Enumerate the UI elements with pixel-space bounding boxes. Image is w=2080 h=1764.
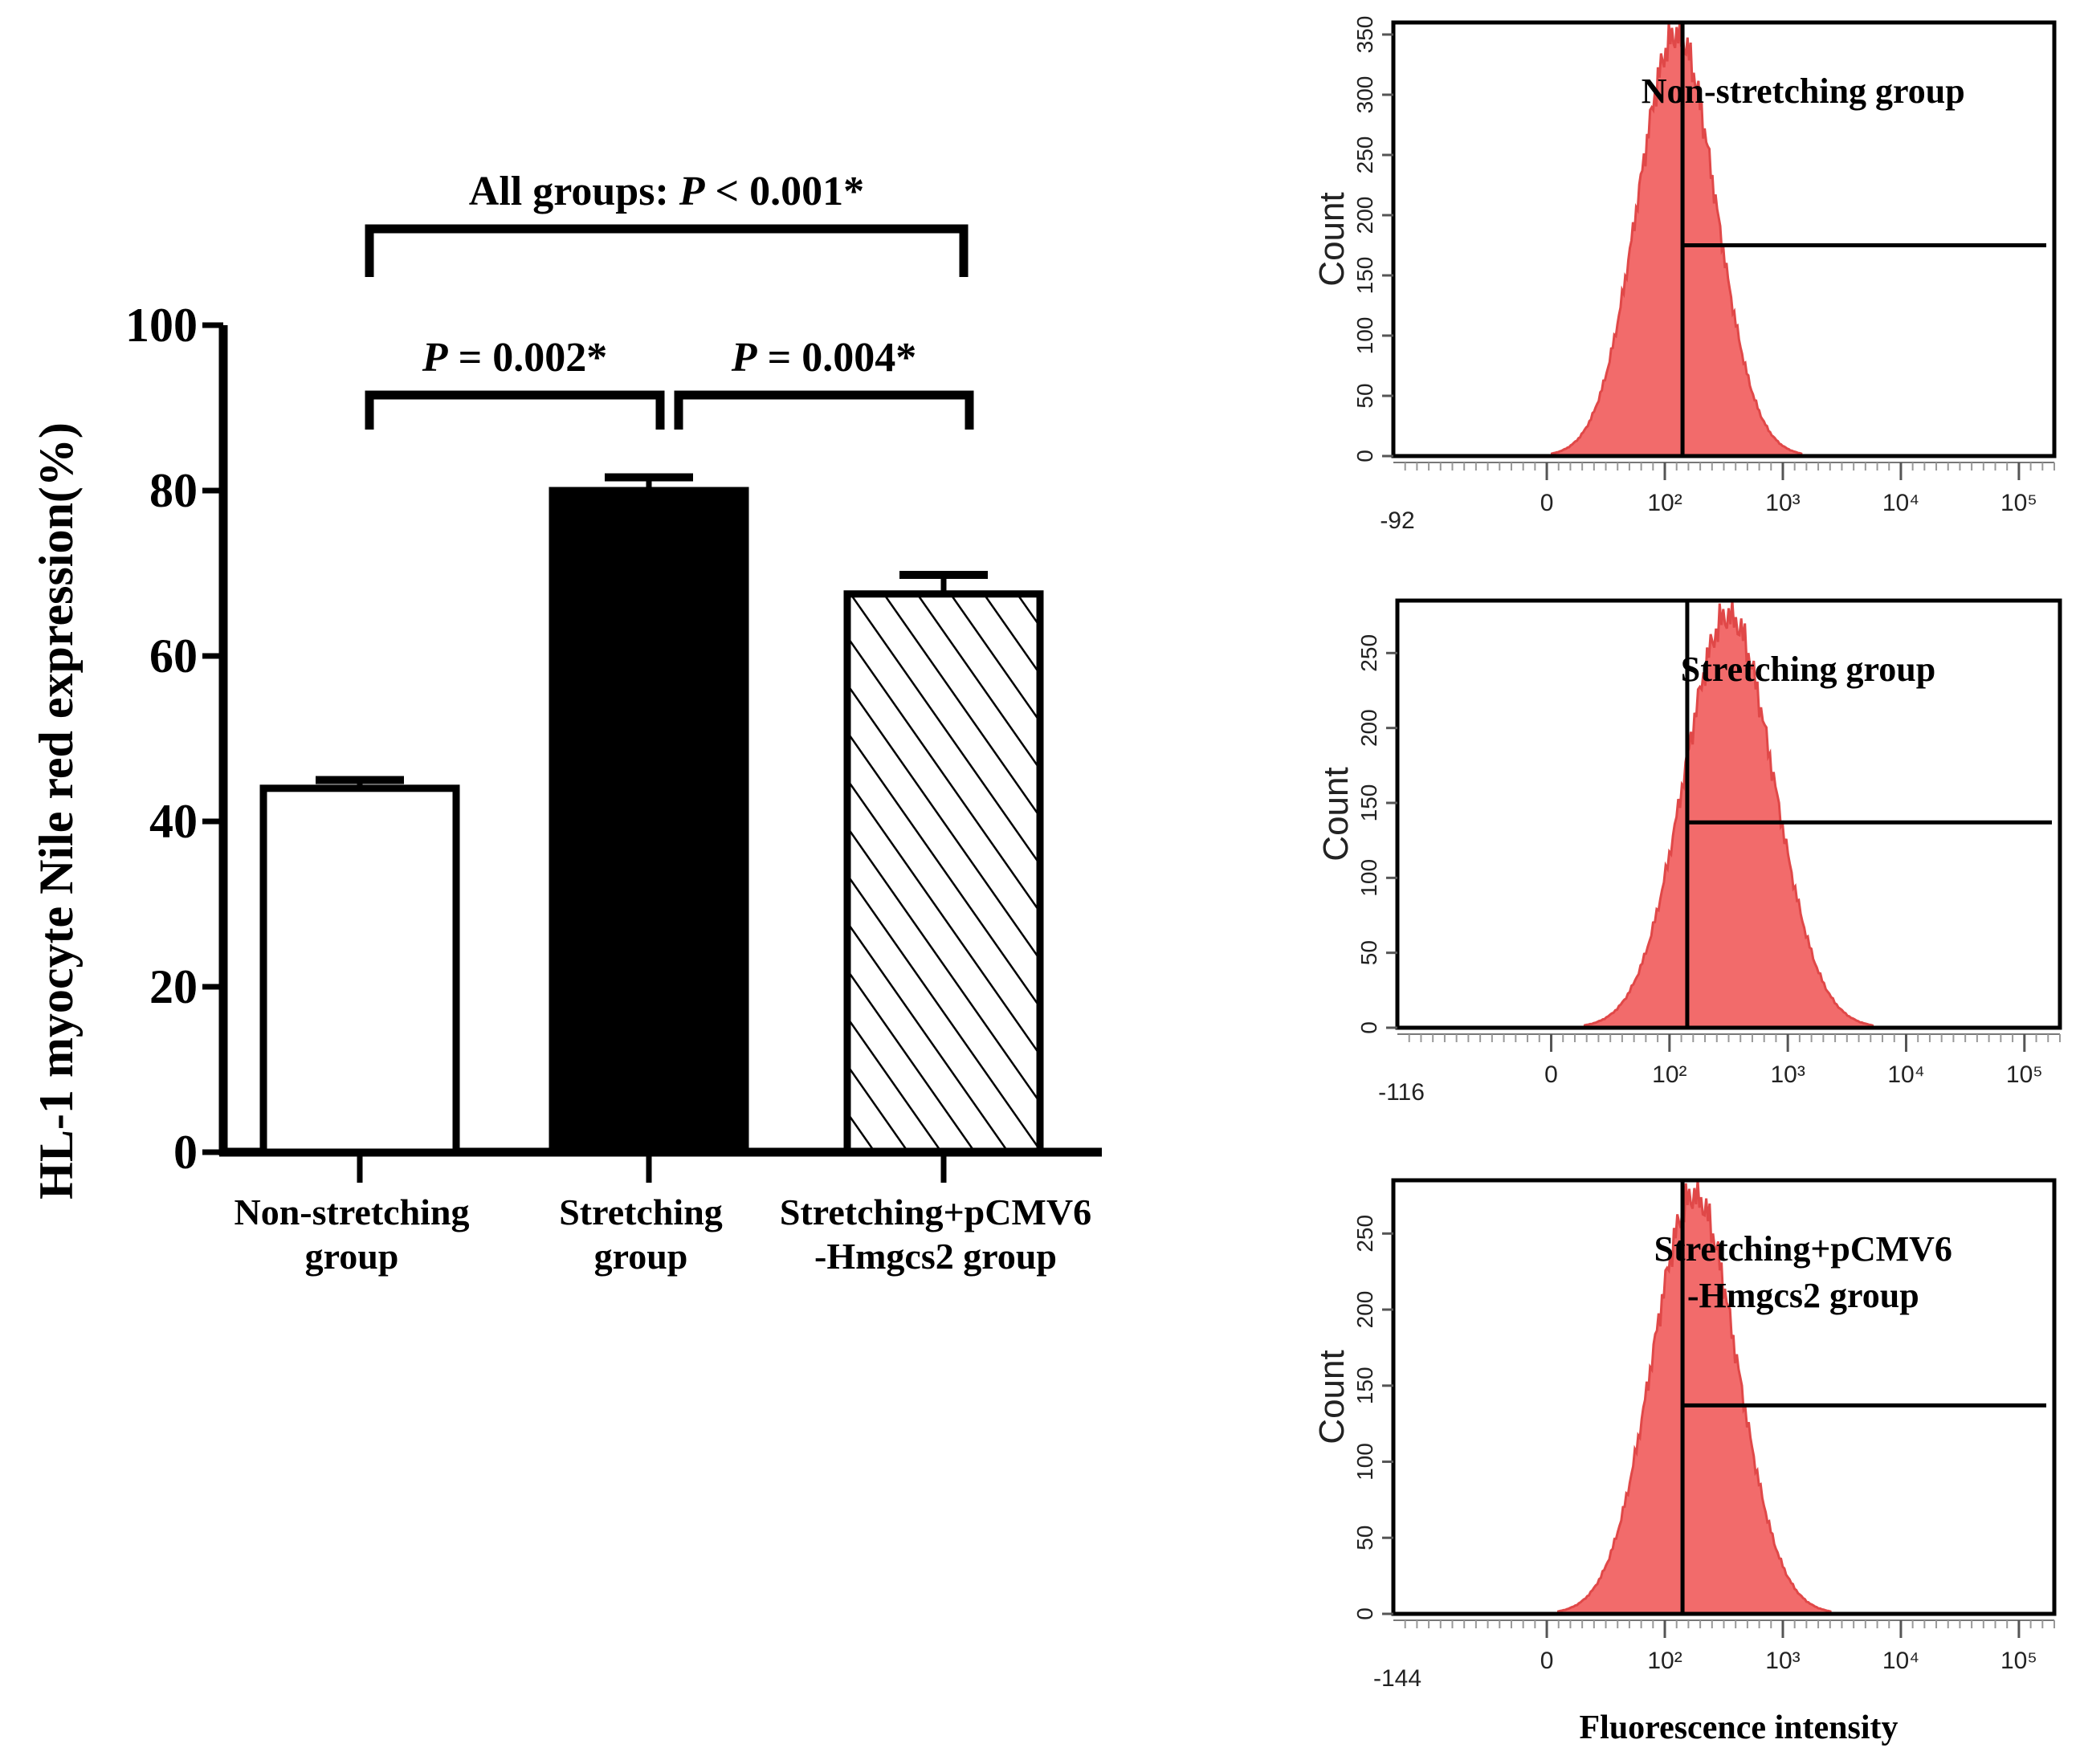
y-tick-label: 50 xyxy=(1352,383,1377,408)
x-tick-label: 10⁵ xyxy=(2006,1061,2043,1088)
x-tick-label: 0 xyxy=(1540,1648,1554,1674)
y-axis-label: Count xyxy=(1312,1350,1352,1444)
p-prefix: All groups: xyxy=(469,169,679,214)
y-tick-label: 80 xyxy=(149,464,198,517)
p-symbol: P xyxy=(679,169,706,214)
x-tick-label: Stretching+pCMV6 xyxy=(780,1192,1091,1232)
x-min-label: -92 xyxy=(1380,507,1414,534)
y-tick-label: 60 xyxy=(149,629,198,682)
y-tick-label: 150 xyxy=(1352,257,1377,295)
y-tick-label: 250 xyxy=(1356,634,1381,672)
bar xyxy=(843,590,1044,1156)
x-tick-label: 10⁴ xyxy=(1887,1061,1924,1088)
y-tick-label: 250 xyxy=(1352,1215,1377,1253)
x-tick-label: group xyxy=(305,1236,399,1277)
histogram-x-axis-label: Fluorescence intensity xyxy=(1580,1709,1899,1746)
p-rest: = 0.002* xyxy=(448,335,608,381)
y-tick-label: 150 xyxy=(1352,1367,1377,1404)
x-min-label: -116 xyxy=(1378,1079,1425,1106)
y-tick-label: 0 xyxy=(1352,450,1377,462)
x-axis-labels: Non-stretchinggroupStretchinggroupStretc… xyxy=(234,1152,1091,1277)
y-tick-label: 100 xyxy=(1352,317,1377,355)
histogram-panel: Stretching+pCMV6 -Hmgcs2 group 0 50 100 150 20… xyxy=(1312,1178,2057,1692)
y-tick-label: 0 xyxy=(1352,1607,1377,1620)
bracket xyxy=(365,390,665,430)
x-tick-label: 10³ xyxy=(1770,1061,1805,1088)
y-tick-label: 0 xyxy=(1356,1021,1381,1034)
p-value-label: P = 0.004* xyxy=(731,335,916,381)
histogram-panel: Non-stretching group 0 50 100 150 200 250 300 35… xyxy=(1312,16,2057,534)
bar xyxy=(549,487,749,1156)
y-tick-label: 350 xyxy=(1352,16,1377,54)
y-tick-label: 250 xyxy=(1352,136,1377,174)
y-tick-label: 100 xyxy=(125,299,198,352)
panel-frame xyxy=(1395,598,2062,1030)
histogram-area xyxy=(1550,22,1803,458)
p-value-label: P = 0.002* xyxy=(422,335,607,381)
panel-title: Non-stretching group xyxy=(1642,71,1965,111)
panel-title: Stretching group xyxy=(1681,650,1935,689)
x-tick-label: 0 xyxy=(1544,1061,1558,1088)
y-tick-label: 50 xyxy=(1352,1526,1377,1550)
panel-title: -Hmgcs2 group xyxy=(1687,1276,1919,1315)
y-tick-label: 150 xyxy=(1356,784,1381,822)
p-value-label: All groups: P < 0.001* xyxy=(469,169,864,214)
x-tick-label: 10³ xyxy=(1765,1648,1800,1674)
x-tick-label: 10⁴ xyxy=(1882,1648,1919,1674)
x-tick-label: 10⁵ xyxy=(2000,1648,2037,1674)
bars xyxy=(259,473,1044,1156)
y-tick-label: 200 xyxy=(1352,197,1377,234)
bracket xyxy=(674,390,974,430)
histogram-panel: Stretching group 0 50 100 150 200 250 Count 0 10²… xyxy=(1316,598,2062,1106)
y-tick-label: 20 xyxy=(149,960,198,1013)
y-axis-label: Count xyxy=(1316,767,1356,861)
y-tick-label: 100 xyxy=(1352,1443,1377,1481)
y-tick-label: 40 xyxy=(149,795,198,848)
y-tick-label: 300 xyxy=(1352,76,1377,114)
x-tick-label: 10² xyxy=(1647,1648,1682,1674)
x-tick-label: 10³ xyxy=(1765,490,1800,516)
p-rest: < 0.001* xyxy=(705,169,865,214)
x-tick-label: 0 xyxy=(1540,490,1554,516)
y-tick-label: 0 xyxy=(173,1126,198,1179)
histogram-area xyxy=(1583,600,1874,1029)
p-symbol: P xyxy=(422,335,449,381)
p-rest: = 0.004* xyxy=(757,335,917,381)
y-axis-label: HL-1 myocyte Nile red expression(%) xyxy=(30,422,83,1200)
x-tick-label: Non-stretching xyxy=(234,1192,469,1232)
y-tick-label: 50 xyxy=(1356,940,1381,965)
bar-chart: HL-1 myocyte Nile red expression(%) 0 20 4… xyxy=(30,169,1102,1277)
x-tick-label: 10⁵ xyxy=(2000,490,2037,516)
bar xyxy=(259,784,460,1156)
panel-title: Stretching+pCMV6 xyxy=(1654,1229,1952,1269)
y-tick-label: 200 xyxy=(1352,1291,1377,1329)
bracket xyxy=(365,224,969,277)
histogram-area xyxy=(1556,1179,1832,1615)
panel-frame xyxy=(1391,1178,2057,1616)
y-tick-label: 200 xyxy=(1356,709,1381,747)
histogram-panels: Non-stretching group 0 50 100 150 200 250 300 35… xyxy=(1312,16,2062,1692)
significance-brackets: All groups: P < 0.001*P = 0.002* P = 0.00… xyxy=(365,169,974,430)
x-tick-label: 10⁴ xyxy=(1882,490,1919,516)
x-tick-label: Stretching xyxy=(559,1192,723,1232)
y-axis-label: Count xyxy=(1312,192,1352,286)
x-tick-label: group xyxy=(594,1236,688,1277)
x-tick-label: 10² xyxy=(1647,490,1682,516)
x-tick-label: 10² xyxy=(1652,1061,1686,1088)
y-tick-label: 100 xyxy=(1356,859,1381,897)
x-tick-label: -Hmgcs2 group xyxy=(814,1236,1057,1277)
p-symbol: P xyxy=(731,335,758,381)
panel-frame xyxy=(1391,20,2057,458)
x-min-label: -144 xyxy=(1373,1665,1421,1692)
